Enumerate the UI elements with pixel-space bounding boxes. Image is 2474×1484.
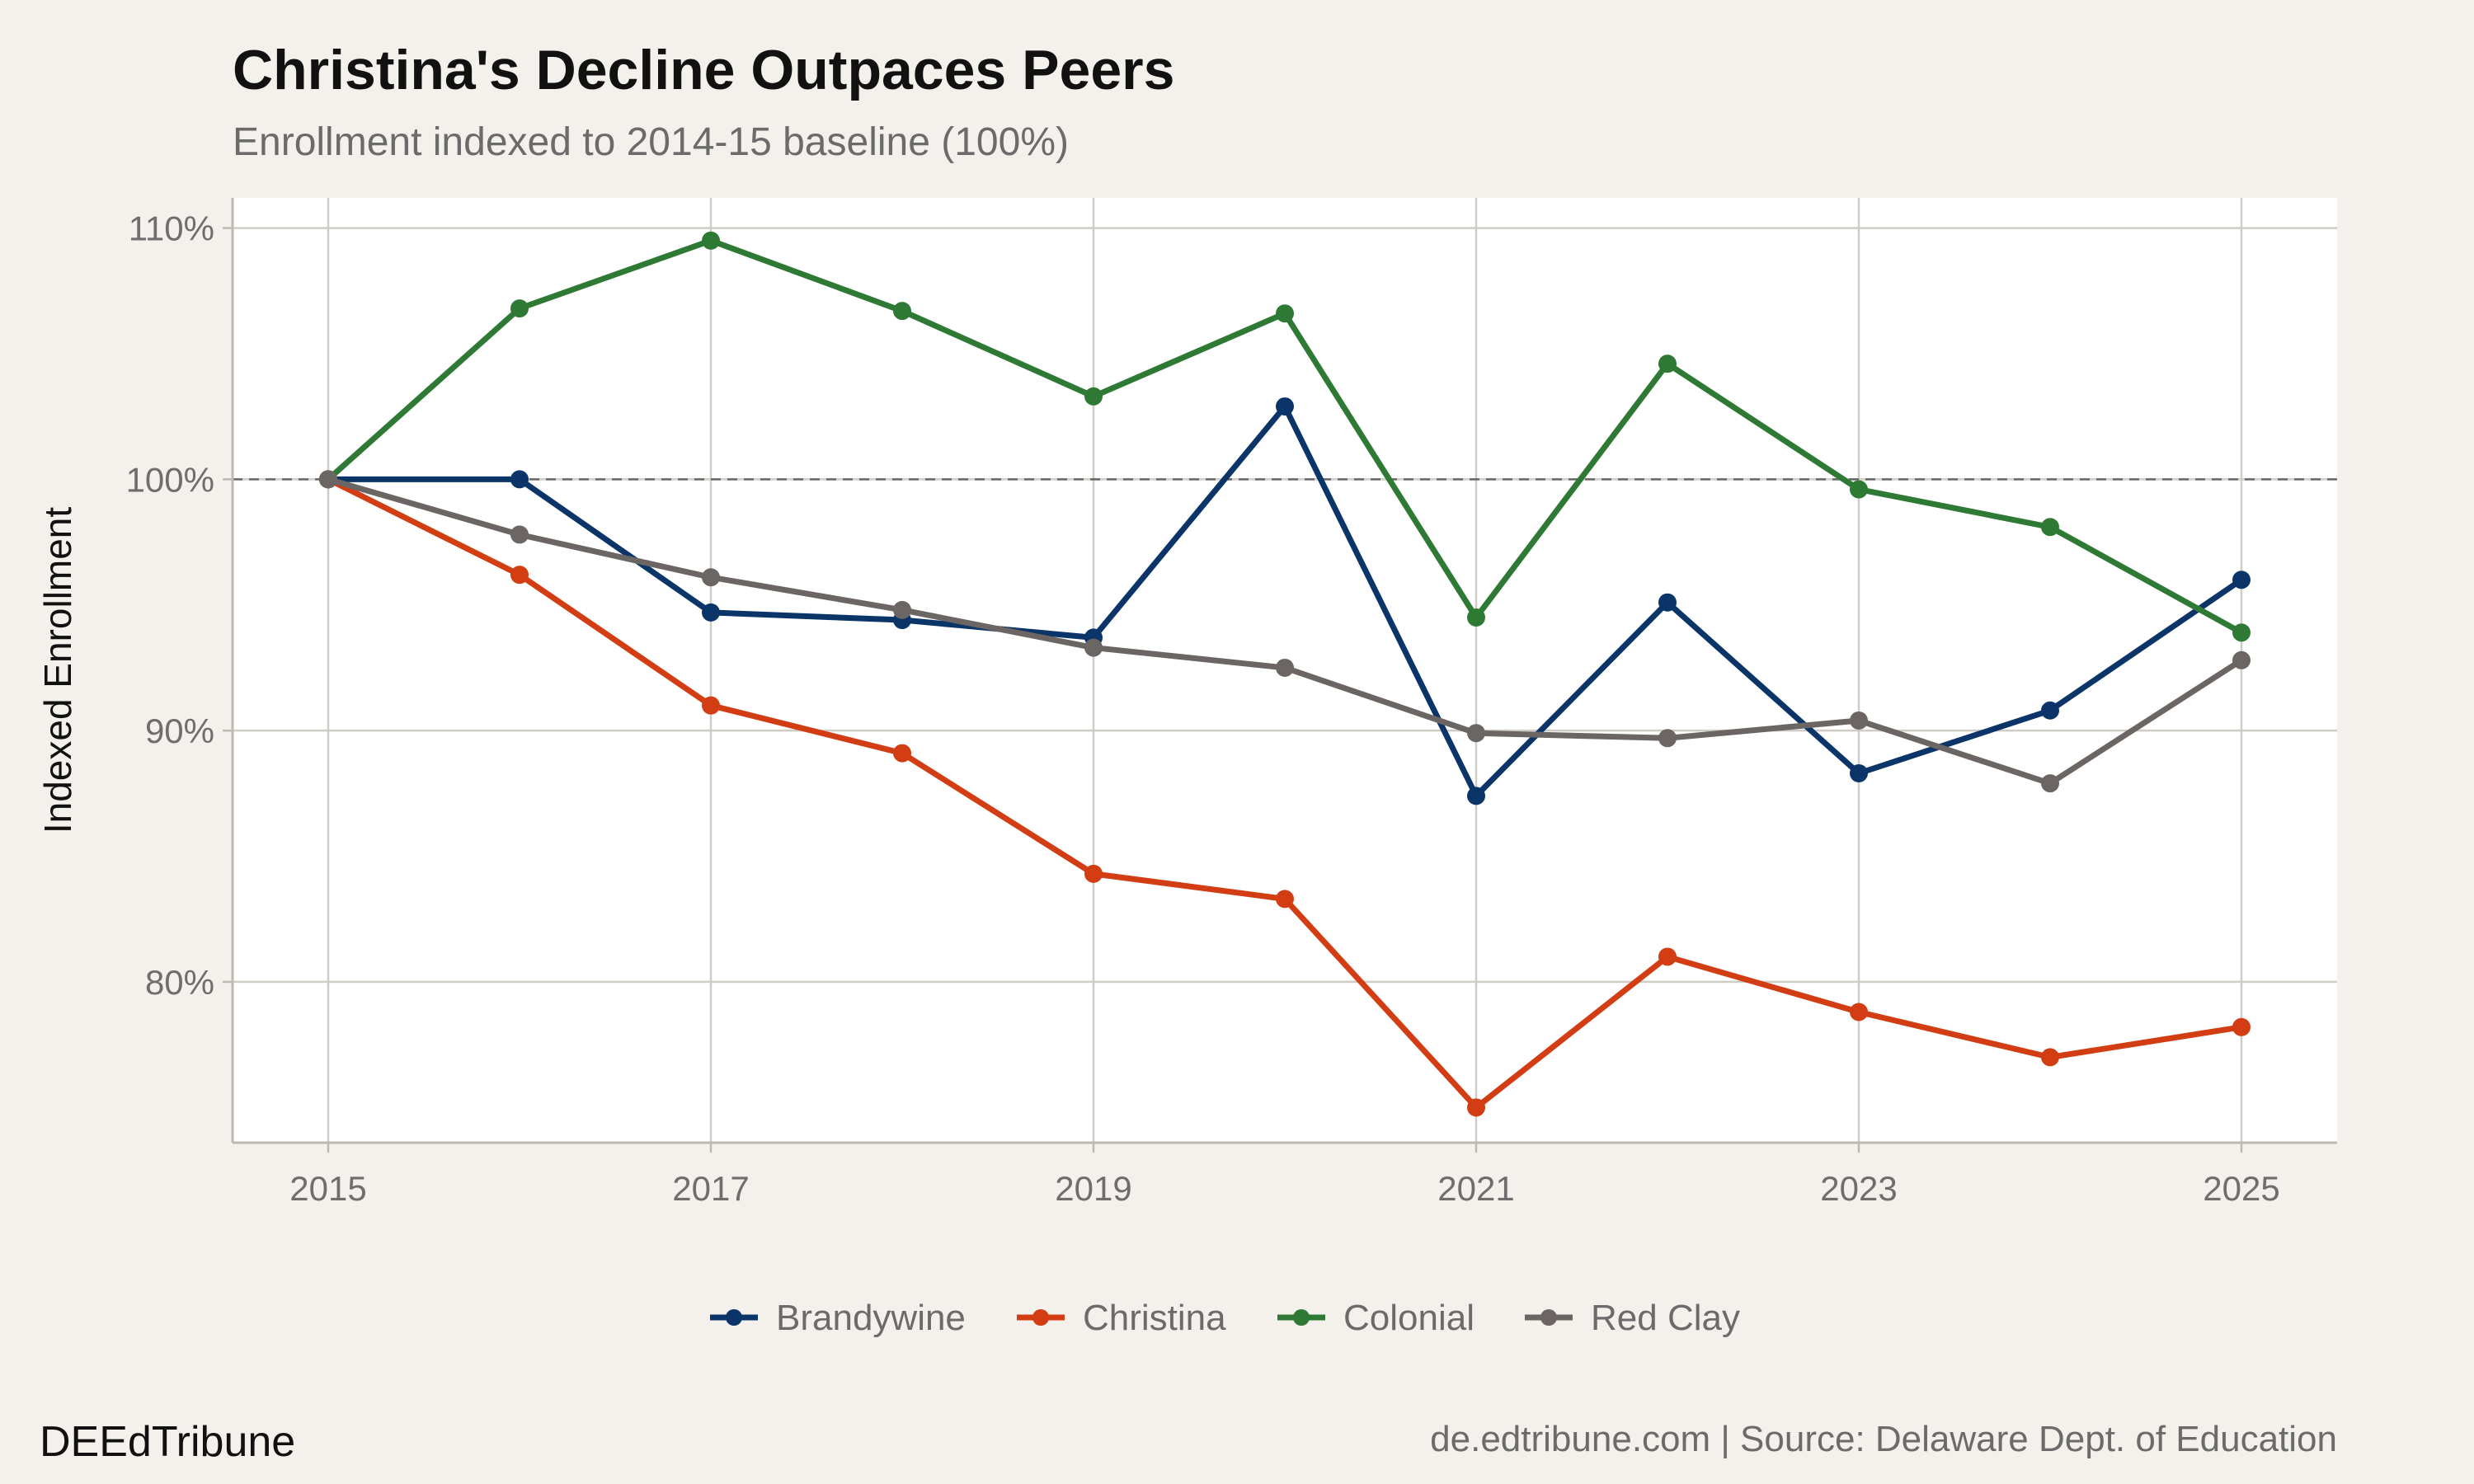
legend-item-brandywine: Brandywine [710,1298,966,1338]
data-point-christina [702,696,720,715]
legend-key-point [1293,1309,1310,1326]
data-point-christina [2232,1017,2251,1036]
data-point-colonial [1850,480,1868,499]
data-point-christina [1658,947,1677,966]
legend-key-point [726,1309,742,1326]
data-point-colonial [2041,518,2059,537]
series-colonial [319,231,2251,642]
y-tick-label: 110% [129,209,214,248]
data-point-red-clay [893,600,911,619]
data-point-brandywine [1658,593,1677,612]
y-tick-label: 90% [145,711,214,750]
data-point-christina [1084,864,1103,883]
x-tick-label: 2015 [289,1169,366,1208]
data-point-colonial [1467,608,1485,627]
data-point-colonial [702,231,720,250]
data-point-colonial [2232,623,2251,642]
legend-key-point [1540,1309,1557,1326]
data-point-christina [1276,890,1294,909]
x-tick-label: 2017 [672,1169,749,1208]
legend-label: Colonial [1343,1298,1475,1338]
legend: Brandywine Christina Colonial Red Clay [710,1298,1740,1338]
data-point-colonial [1276,304,1294,323]
legend-key-point [1032,1309,1049,1326]
chart-title: Christina's Decline Outpaces Peers [233,39,1174,101]
y-axis-title: Indexed Enrollment [36,507,79,834]
legend-label: Brandywine [776,1298,966,1338]
data-point-red-clay [1658,729,1677,748]
data-point-brandywine [2232,571,2251,589]
legend-label: Christina [1083,1298,1226,1338]
data-point-christina [2041,1048,2059,1067]
legend-item-colonial: Colonial [1277,1298,1475,1338]
data-point-colonial [1084,387,1103,406]
x-tick-label: 2025 [2203,1169,2279,1208]
data-point-red-clay [1850,711,1868,730]
data-point-brandywine [702,603,720,622]
legend-label: Red Clay [1591,1298,1740,1338]
y-axis-ticks: 80% 90% 100% 110% [126,209,233,1002]
data-point-brandywine [1467,787,1485,805]
x-tick-label: 2023 [1820,1169,1897,1208]
legend-item-red-clay: Red Clay [1525,1298,1740,1338]
data-point-christina [510,566,529,585]
x-tick-label: 2021 [1437,1169,1514,1208]
data-point-brandywine [1850,763,1868,782]
series-brandywine [319,397,2251,805]
data-point-colonial [1658,355,1677,373]
data-point-brandywine [1276,397,1294,416]
data-point-christina [893,744,911,763]
caption-brand: DEEdTribune [40,1418,295,1466]
chart-subtitle: Enrollment indexed to 2014-15 baseline (… [233,120,1069,164]
y-tick-label: 80% [145,963,214,1002]
data-point-red-clay [702,568,720,587]
data-point-red-clay [319,470,337,489]
data-point-red-clay [1467,724,1485,743]
series-layer [319,231,2251,1117]
grid-vertical [327,198,2243,1143]
x-tick-label: 2019 [1055,1169,1131,1208]
data-point-brandywine [510,470,529,489]
data-point-brandywine [2041,701,2059,720]
data-point-red-clay [2041,774,2059,793]
caption-source: de.edtribune.com | Source: Delaware Dept… [1430,1419,2337,1459]
data-point-red-clay [2232,650,2251,669]
data-point-christina [1467,1098,1485,1117]
data-point-christina [1850,1003,1868,1021]
data-point-red-clay [510,525,529,544]
legend-item-christina: Christina [1017,1298,1226,1338]
data-point-red-clay [1276,658,1294,677]
series-red-clay [319,470,2251,793]
data-point-colonial [893,302,911,321]
data-point-colonial [510,299,529,318]
data-point-red-clay [1084,638,1103,657]
y-tick-label: 100% [126,460,214,499]
x-axis-ticks: 2015 2017 2019 2021 2023 2025 [289,1143,2280,1208]
